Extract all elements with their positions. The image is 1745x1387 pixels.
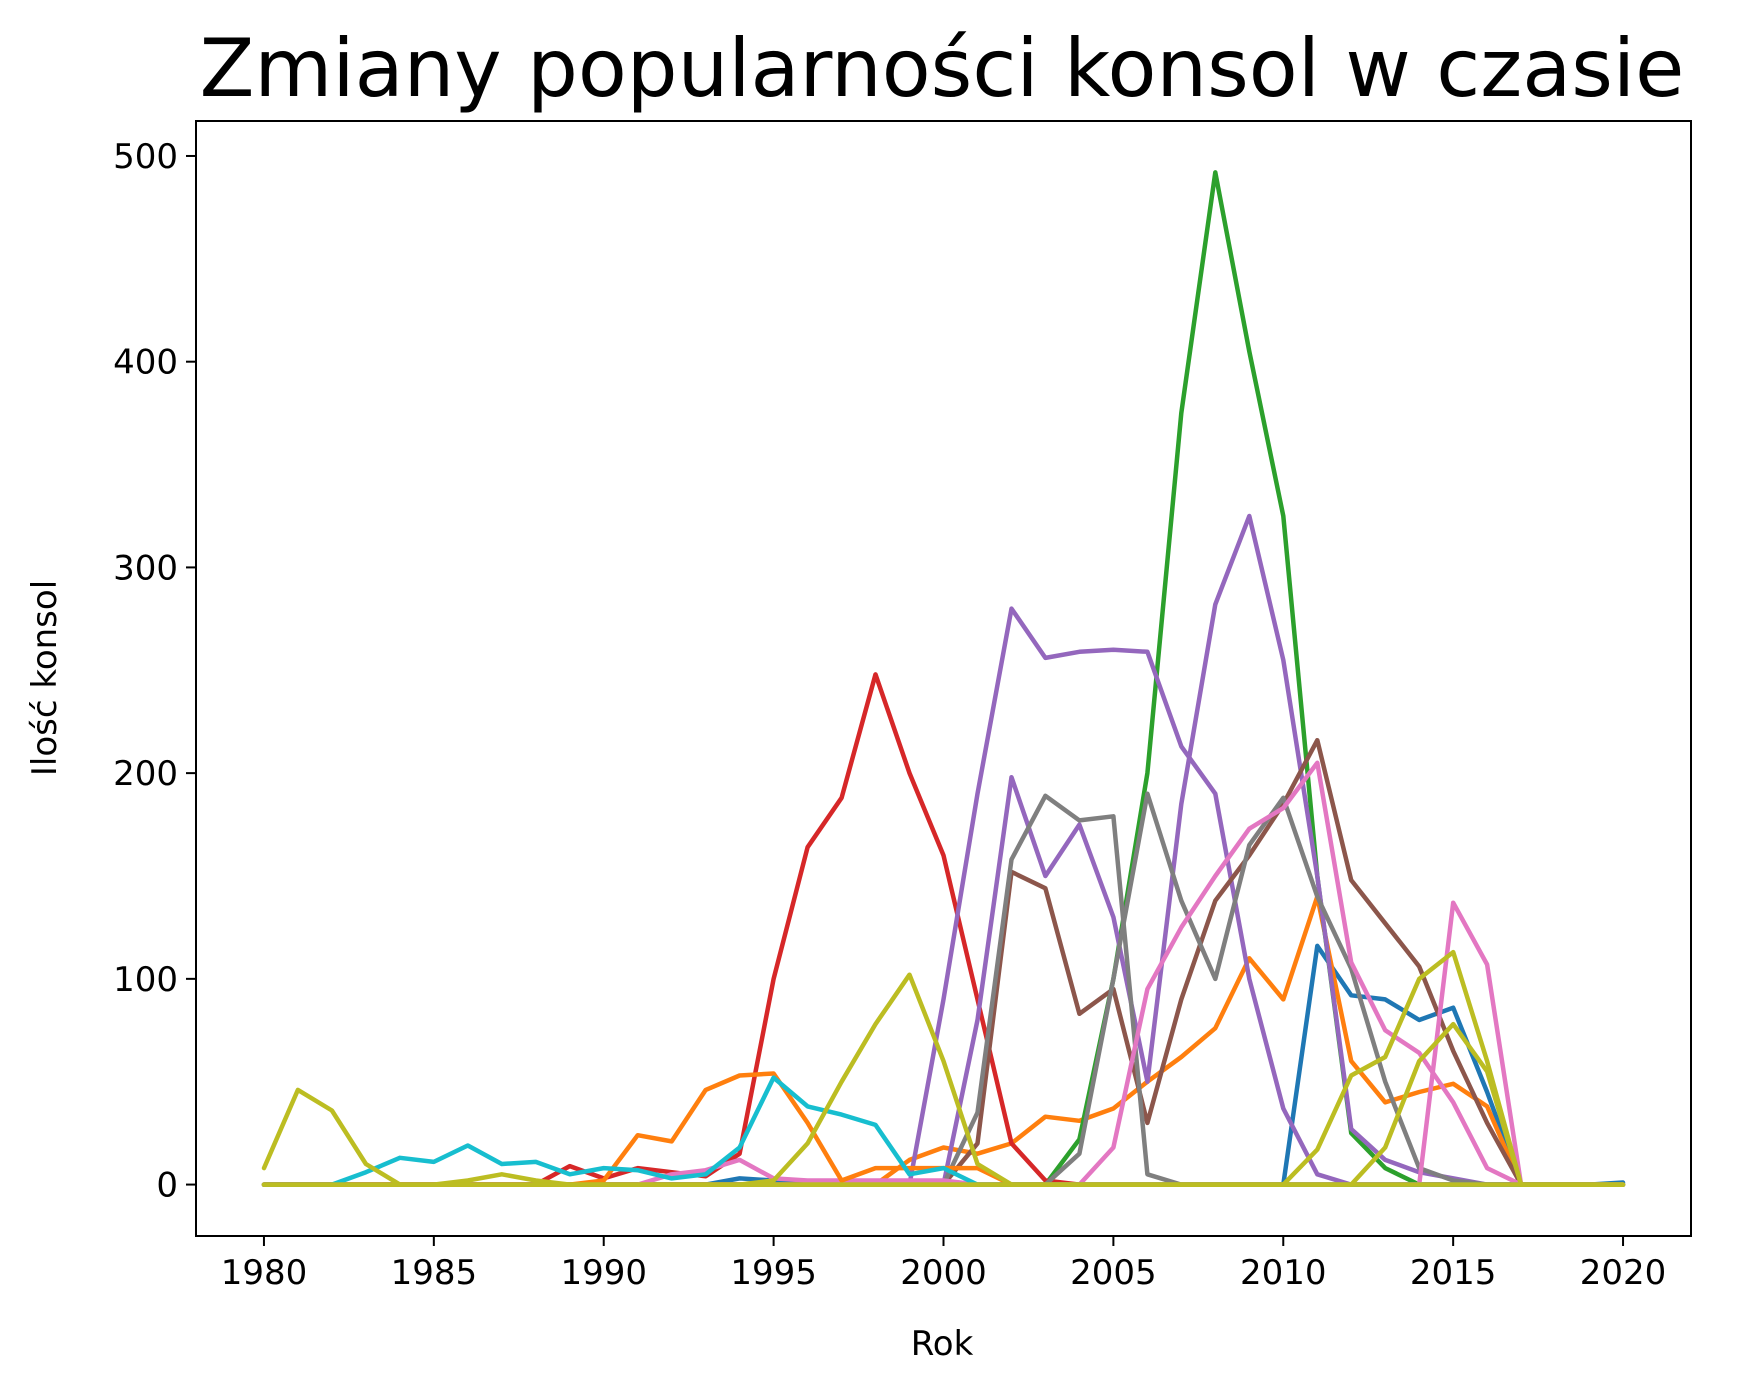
x-tick-label: 2020 bbox=[1580, 1253, 1667, 1293]
y-tick-label: 500 bbox=[113, 137, 178, 177]
x-axis-ticks: 1980 1985 1990 1995 2000 2005 2010 2015 2020 bbox=[221, 1236, 1667, 1293]
y-axis-ticks: 0 100 200 300 400 500 bbox=[113, 137, 196, 1206]
x-tick-label: 1980 bbox=[221, 1253, 308, 1293]
x-tick-label: 1990 bbox=[560, 1253, 647, 1293]
y-axis-label: Ilość konsol bbox=[25, 580, 65, 776]
y-tick-label: 400 bbox=[113, 343, 178, 383]
y-tick-label: 200 bbox=[113, 754, 178, 794]
series-line-6 bbox=[261, 606, 1626, 1187]
x-tick-label: 2000 bbox=[900, 1253, 987, 1293]
series-line-15 bbox=[261, 972, 1626, 1187]
series-line-3 bbox=[261, 170, 1626, 1187]
series-line-2 bbox=[261, 894, 1626, 1187]
series-line-12 bbox=[261, 900, 1626, 1187]
x-tick-label: 1985 bbox=[391, 1253, 478, 1293]
plot-frame bbox=[195, 120, 1692, 1237]
series-layer bbox=[261, 170, 1626, 1187]
y-tick-label: 300 bbox=[113, 548, 178, 588]
x-tick-label: 2010 bbox=[1240, 1253, 1327, 1293]
x-tick-label: 2015 bbox=[1410, 1253, 1497, 1293]
series-line-4 bbox=[261, 672, 1626, 1187]
y-tick-label: 100 bbox=[113, 960, 178, 1000]
y-tick-label: 0 bbox=[156, 1166, 178, 1206]
series-line-11 bbox=[261, 760, 1626, 1187]
x-tick-label: 1995 bbox=[730, 1253, 817, 1293]
chart-title: Zmiany popularności konsol w czasie bbox=[200, 22, 1685, 115]
series-line-17 bbox=[261, 1021, 1626, 1187]
x-axis-label: Rok bbox=[911, 1324, 974, 1364]
series-line-8 bbox=[261, 737, 1626, 1187]
x-tick-label: 2005 bbox=[1070, 1253, 1157, 1293]
